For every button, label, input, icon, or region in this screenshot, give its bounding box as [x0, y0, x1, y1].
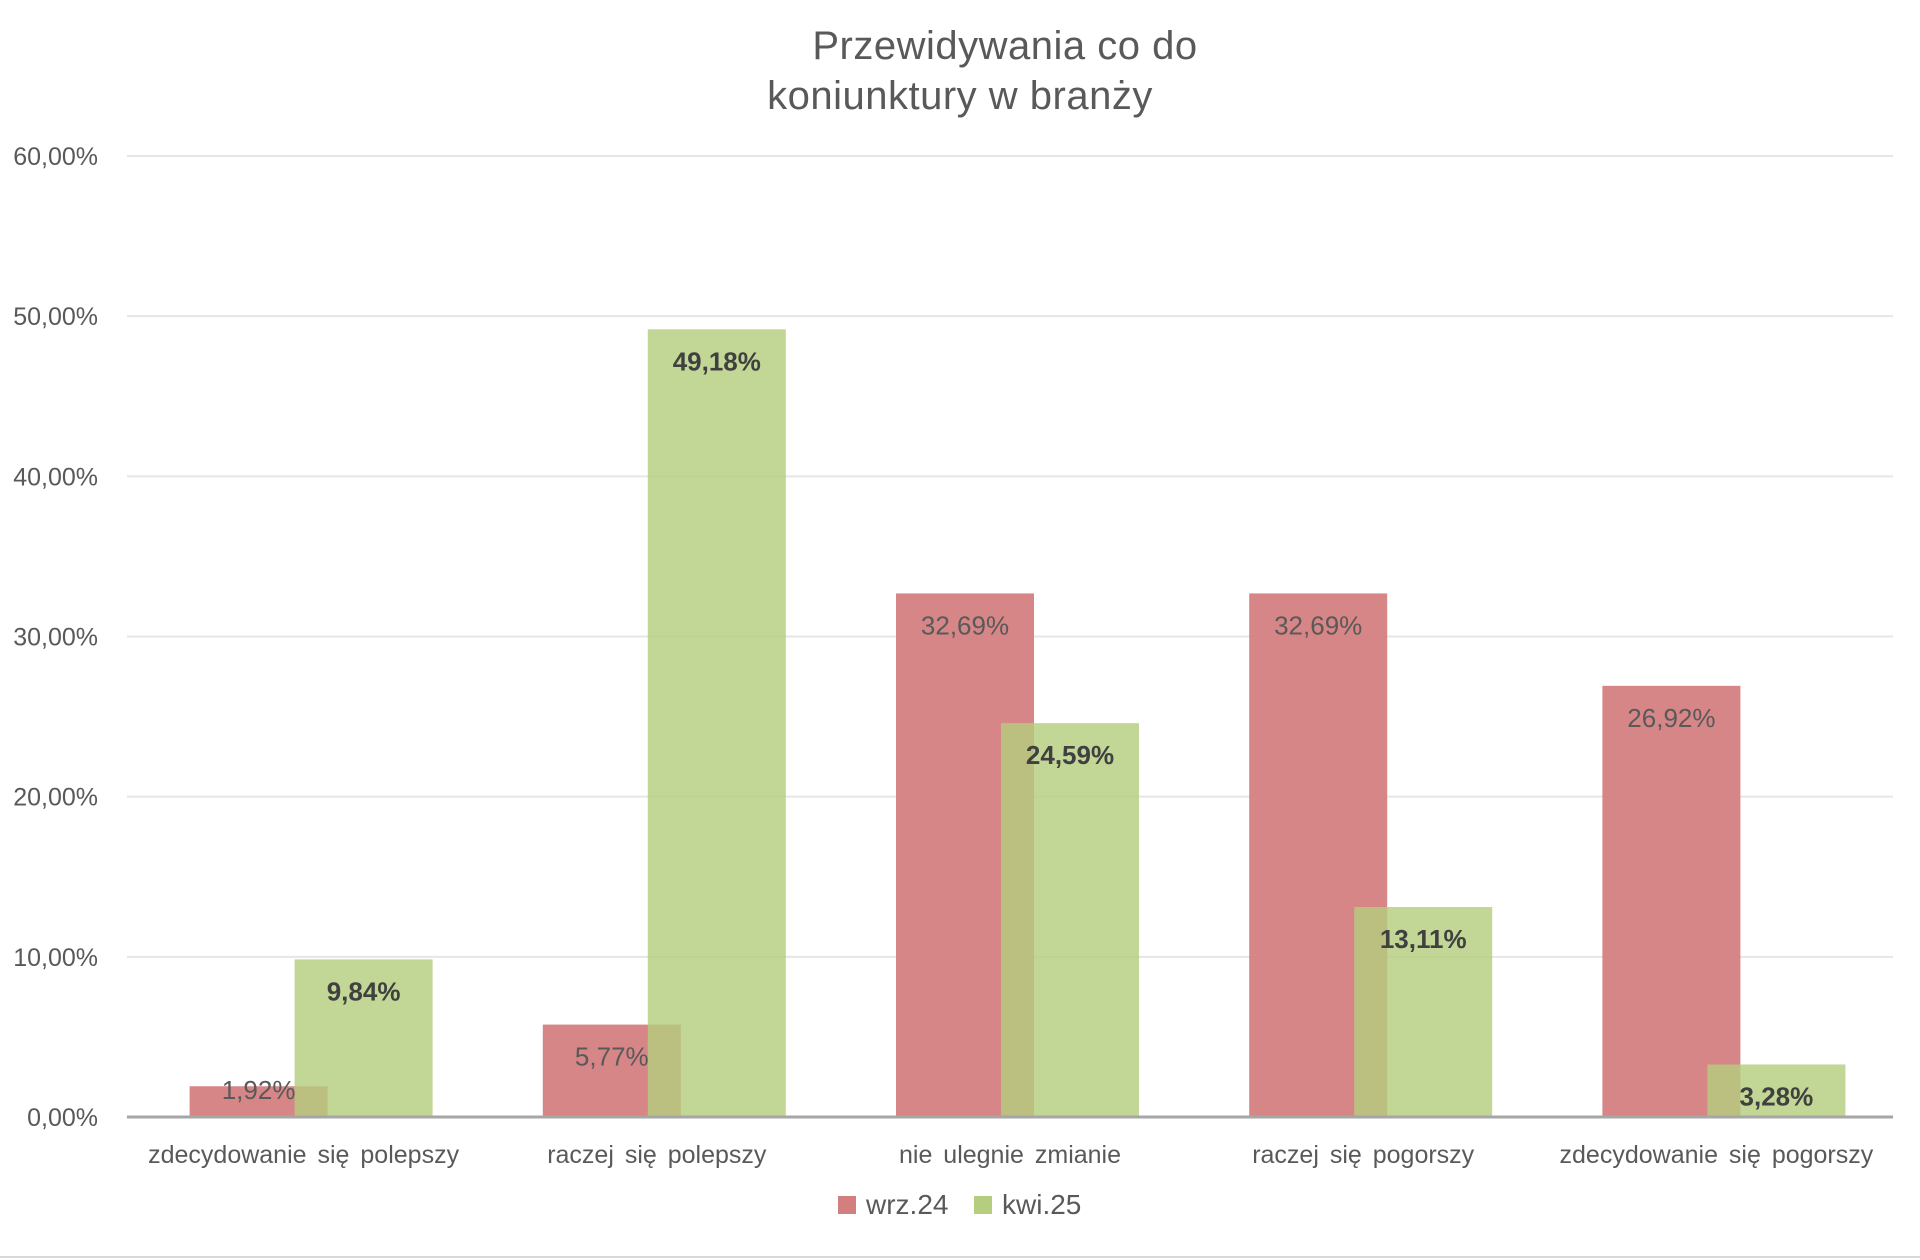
legend-swatch	[974, 1196, 992, 1214]
x-tick-label: raczej się polepszy	[547, 1141, 767, 1169]
data-label: 32,69%	[921, 610, 1009, 640]
data-label: 24,59%	[1026, 740, 1114, 770]
y-tick-label: 60,00%	[13, 143, 98, 171]
y-tick-label: 40,00%	[13, 463, 98, 491]
x-tick-label: raczej się pogorszy	[1252, 1141, 1474, 1169]
bar-kwi25	[647, 329, 786, 1118]
chart-title-line-2: koniunktury w branży	[767, 74, 1153, 118]
legend-label: wrz.24	[865, 1189, 948, 1220]
y-tick-label: 30,00%	[13, 624, 98, 652]
data-label: 3,28%	[1740, 1081, 1814, 1111]
data-label: 26,92%	[1627, 703, 1715, 733]
legend-swatch	[838, 1196, 856, 1214]
y-tick-label: 0,00%	[27, 1104, 98, 1132]
bar-wrz24	[1602, 685, 1741, 1117]
data-label: 1,92%	[222, 1075, 296, 1105]
x-tick-label: zdecydowanie się pogorszy	[1560, 1141, 1874, 1169]
y-tick-label: 10,00%	[13, 944, 98, 972]
y-tick-label: 50,00%	[13, 303, 98, 331]
data-label: 32,69%	[1274, 610, 1362, 640]
bottom-divider	[0, 1256, 1920, 1258]
data-label: 5,77%	[575, 1042, 649, 1072]
chart-title-line-1: Przewidywania co do	[812, 24, 1198, 68]
bar-kwi25	[1707, 1064, 1846, 1117]
data-label: 9,84%	[327, 976, 401, 1006]
bar-kwi25	[1354, 907, 1493, 1117]
bar-kwi25	[294, 959, 433, 1117]
y-tick-label: 20,00%	[13, 784, 98, 812]
bar-kwi25	[1001, 723, 1139, 1117]
x-tick-label: zdecydowanie się polepszy	[148, 1141, 459, 1169]
legend-label: kwi.25	[1002, 1189, 1081, 1220]
x-tick-label: nie ulegnie zmianie	[899, 1141, 1121, 1169]
data-label: 49,18%	[673, 346, 761, 376]
data-label: 13,11%	[1380, 924, 1467, 954]
